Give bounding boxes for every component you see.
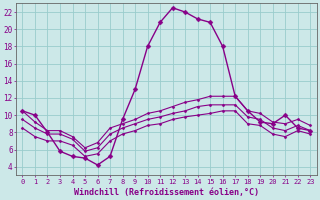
X-axis label: Windchill (Refroidissement éolien,°C): Windchill (Refroidissement éolien,°C)	[74, 188, 259, 197]
